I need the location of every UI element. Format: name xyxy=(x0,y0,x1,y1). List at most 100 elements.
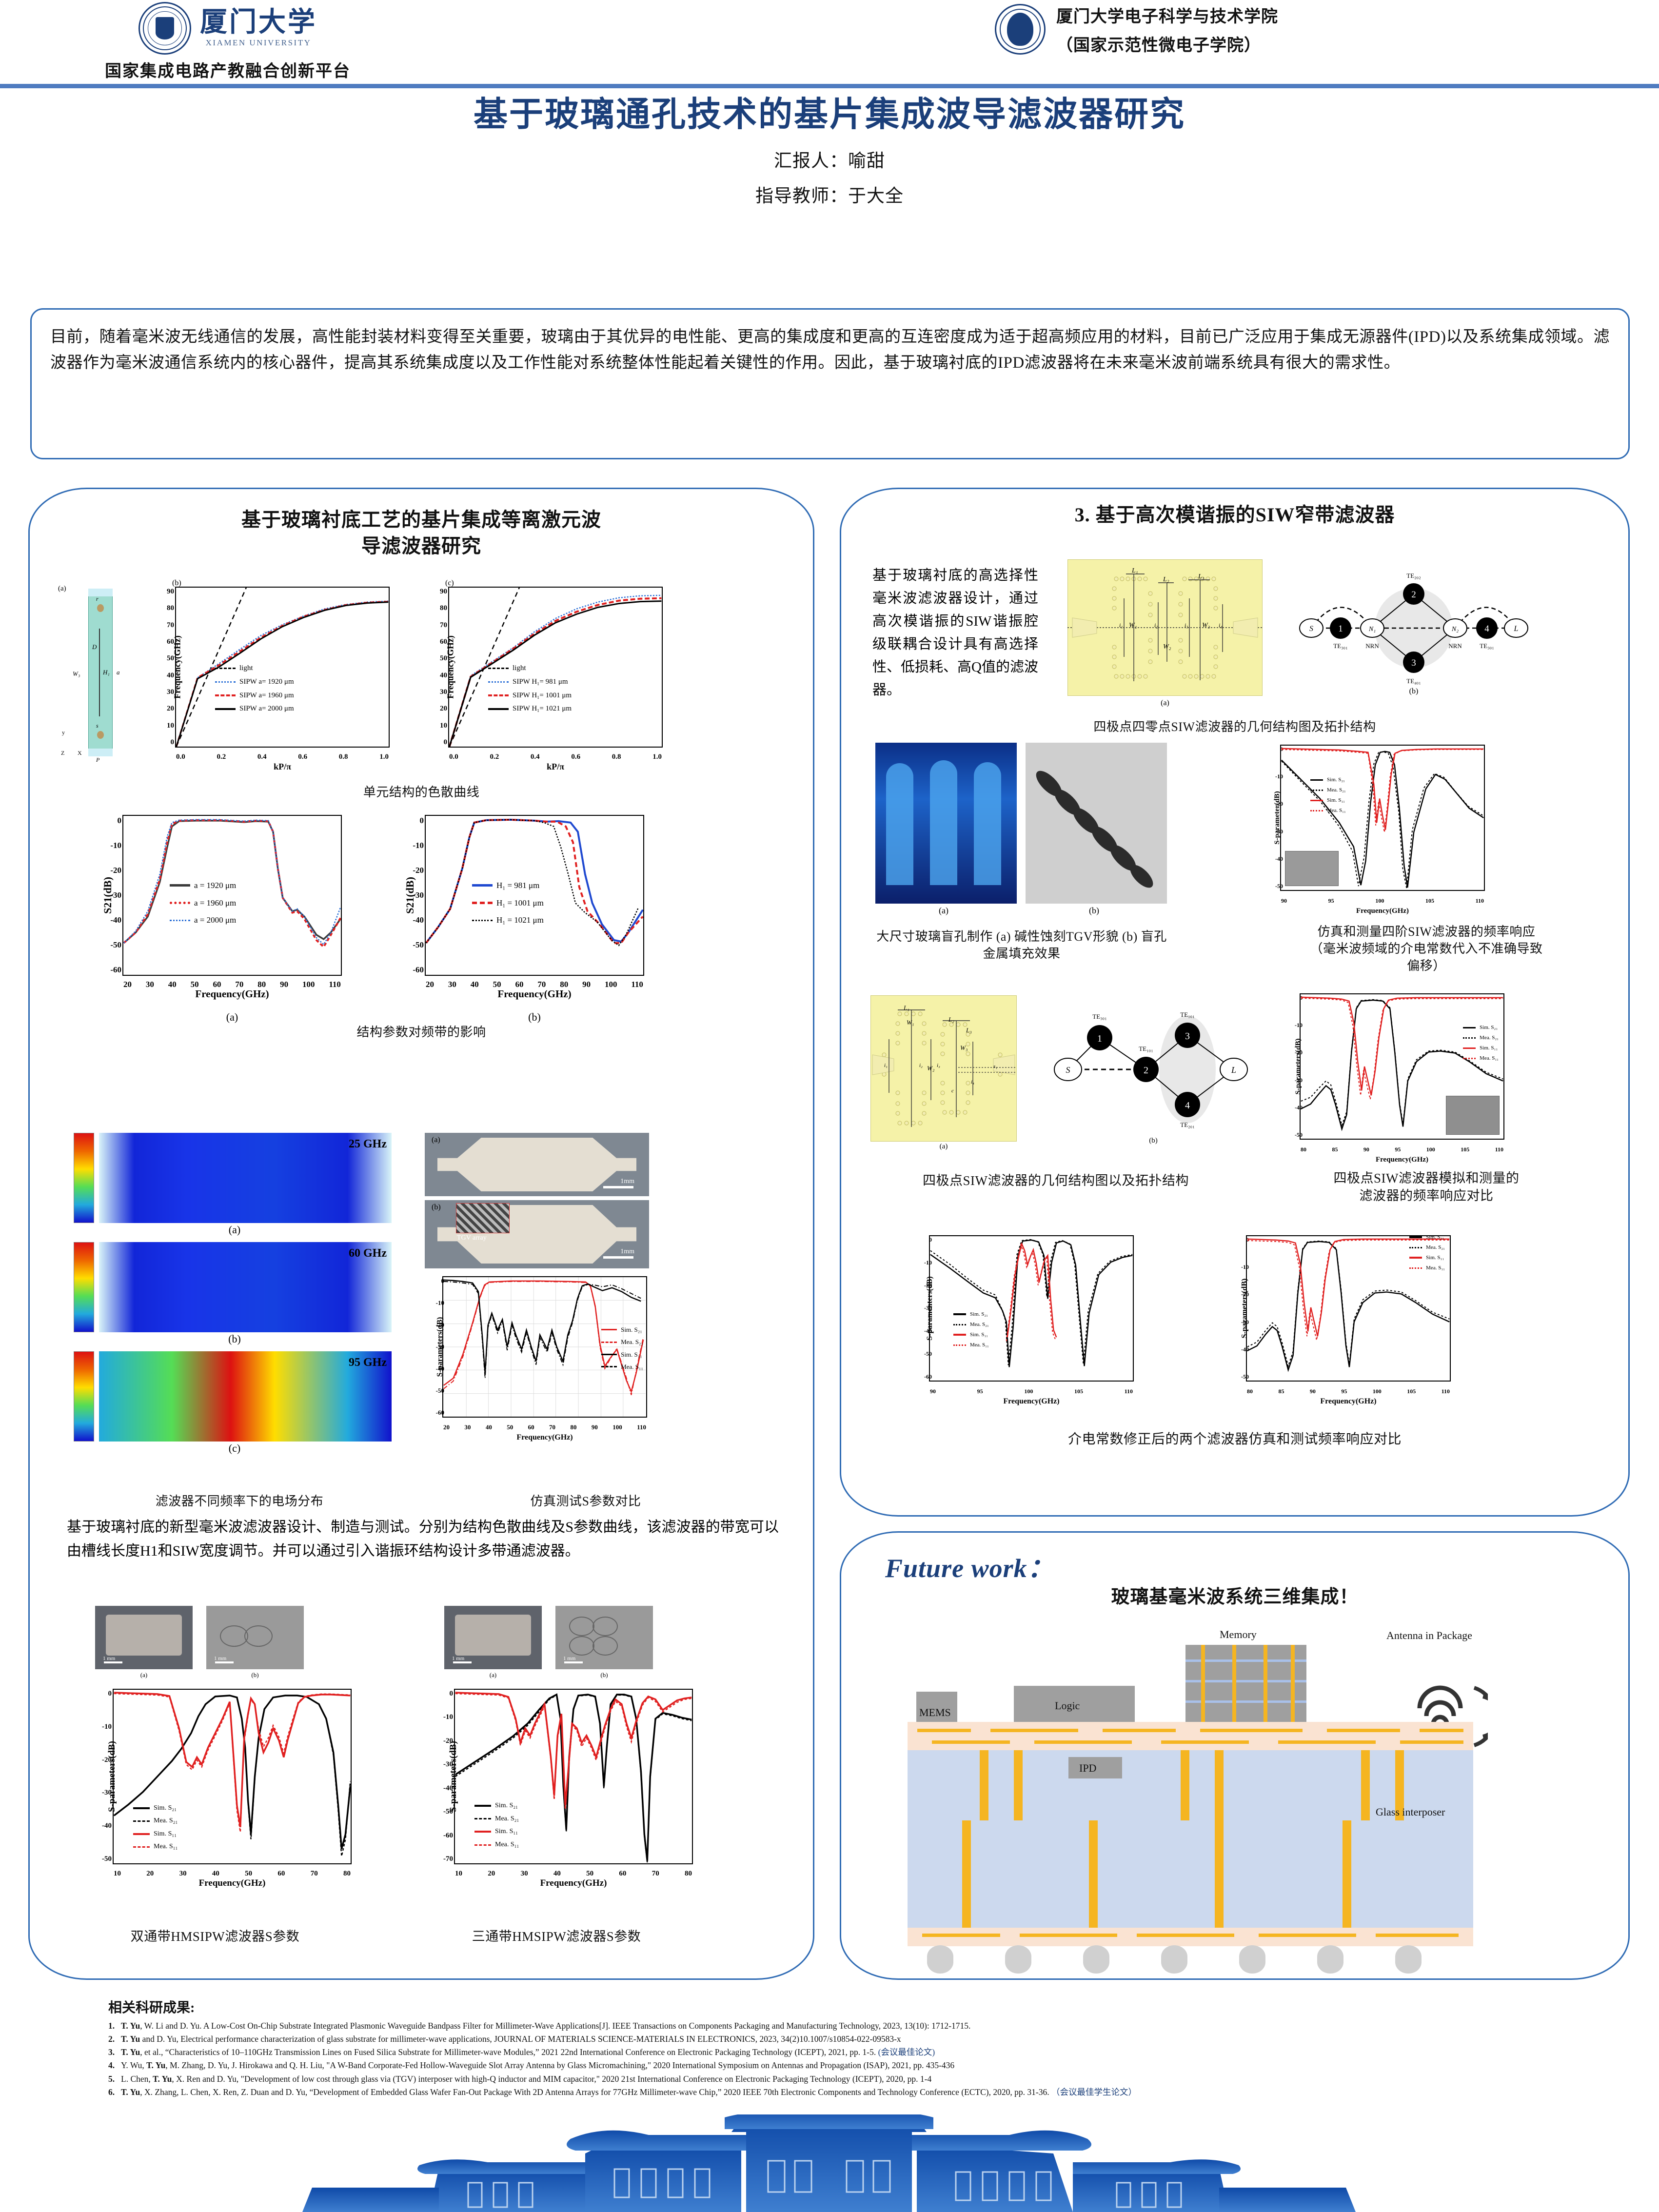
caption-4p4z-topology: 四极点四零点SIW滤波器的几何结构图及拓扑结构 xyxy=(1093,720,1376,734)
geom-label-i2: i₂ xyxy=(1154,622,1158,629)
chart-4pole-legend: Sim. S₂₁ Mea. S₂₁ Sim. S₁₁ Mea. S₁₁ xyxy=(1463,1023,1499,1064)
fp-label-W1: W₁ xyxy=(907,1019,914,1026)
right-panel-body-text: 基于玻璃衬底的高选择性毫米波滤波器设计，通过高次模谐振的SIW谐振腔级联耦合设计… xyxy=(872,564,1038,702)
efield-map-25ghz: 25 GHz (a) xyxy=(74,1133,395,1236)
chart-corr-left-legend: Sim. S₂₁ Mea. S₂₁ Sim. S₁₁ Mea. S₁₁ xyxy=(953,1309,989,1350)
label-memory: Memory xyxy=(1220,1628,1257,1640)
references-list: 1. T. Yu, W. Li and D. Yu. A Low-Cost On-… xyxy=(108,2019,1610,2099)
chart-corr-left-xticks: 90 95 100 105 110 xyxy=(930,1388,1133,1395)
label-P: P xyxy=(96,756,100,763)
chart-dual-canvas xyxy=(114,1692,351,1856)
caption-unit-dispersion: 单元结构的色散曲线 xyxy=(363,785,480,799)
chart-dispersion-a-yticks: 90 80 70 60 50 40 30 20 10 0 xyxy=(167,588,174,746)
chart-4pole-xticks: 80 85 90 95 100 105 110 xyxy=(1301,1146,1503,1153)
label-logic: Logic xyxy=(1055,1699,1080,1712)
chart-corrected-right: S-parameters(dB) Frequency(GHz) 0 -10 -20… xyxy=(1240,1234,1451,1405)
chart-sparam-yticks: 0 -10 -20 -30 -40 -50 -60 xyxy=(435,1277,444,1416)
fp-label-L3: L₃ xyxy=(966,1027,972,1034)
label-antenna-in-package: Antenna in Package xyxy=(1386,1629,1472,1641)
chart-sparam-legend: Sim. S₂₁ Mea. S₂₁ Sim. S₁₁ Mea. S₁₁ xyxy=(601,1323,643,1373)
die-mems xyxy=(916,1692,957,1723)
fp-label-s1: s₁ xyxy=(993,1064,998,1069)
chart-s21-a: S21(dB) Frequency(GHz) 0 -10 -20 -30 -40 -5… xyxy=(101,815,342,1024)
label-a-dim: a xyxy=(117,669,120,676)
caption-sparam-compare: 仿真测试S参数对比 xyxy=(530,1494,641,1508)
unit-cell-figure: (a) W₃ D H₁ a r s P y Z X xyxy=(58,585,141,763)
tgv-array-inset xyxy=(456,1203,510,1233)
axis-x-label: X xyxy=(78,750,82,756)
chart-dual-yticks: 0 -10 -20 -30 -40 -50 xyxy=(102,1690,112,1863)
chart-dual-band: S-parameters(dB) Frequency(GHz) 0 -10 -20… xyxy=(102,1689,352,1888)
photo-sub-a: (a) xyxy=(432,1136,440,1144)
svg-text:TE₂₀₂: TE₂₀₂ xyxy=(1406,572,1421,579)
fp-label-W2: W₂ xyxy=(927,1065,935,1072)
chart-corr-right-xticks: 80 85 90 95 100 105 110 xyxy=(1247,1388,1450,1395)
fp-label-i3: i₃ xyxy=(937,1063,940,1068)
chart-corr-left-canvas xyxy=(930,1239,1133,1367)
unit-cell-sublabel: (a) xyxy=(58,585,66,592)
siw-geometry-4pole-substrate xyxy=(870,995,1017,1142)
geom-label-W3: W₃ xyxy=(1202,622,1210,629)
efield-map-95ghz: 95 GHz (c) xyxy=(74,1351,395,1454)
references-section: 相关科研成果: 1. T. Yu, W. Li and D. Yu. A Low-… xyxy=(108,1997,1610,2099)
page-title: 基于玻璃通孔技术的基片集成波导滤波器研究 xyxy=(474,96,1185,134)
chart-s21-a-sublabel: (a) xyxy=(226,1011,238,1023)
chart-sparam-xticks: 20 30 40 50 60 70 80 90 100 110 xyxy=(443,1423,646,1431)
chart-4order-xlabel: Frequency(GHz) xyxy=(1356,907,1409,915)
via-top xyxy=(97,604,104,612)
efield-freq-25: 25 GHz xyxy=(349,1138,387,1150)
filter-photo-b: (b) TGV array 1mm xyxy=(425,1200,649,1268)
future-work-heading: Future work： xyxy=(885,1554,1054,1583)
future-work-subtitle: 玻璃基毫米波系统三维集成！ xyxy=(1111,1587,1359,1607)
school-seal-icon xyxy=(995,4,1046,55)
caption-4order-line1: 仿真和测量四阶SIW滤波器的频率响应 xyxy=(1317,925,1536,939)
references-heading: 相关科研成果: xyxy=(108,2000,195,2015)
svg-text:NRN: NRN xyxy=(1448,642,1462,650)
chart-tri-canvas xyxy=(455,1692,692,1863)
siw-geometry-4p4z-art xyxy=(1067,573,1263,681)
antenna-signal-icon xyxy=(1417,1685,1488,1747)
siw-geometry-4pole: L₁ L₂ L₃ W₁ W₂ W₃ i₁ i₂ i₃ i₄ s₁ c (a) xyxy=(870,995,1017,1150)
efield-column: 25 GHz (a) 60 GHz (b) 95 GHz (c) xyxy=(74,1133,395,1454)
svg-text:2: 2 xyxy=(1411,590,1416,600)
svg-text:3: 3 xyxy=(1185,1031,1190,1042)
chart-corrected-left: S-paramenters(dB) Frequency(GHz) 0 -10 -2… xyxy=(924,1235,1134,1405)
siw-intro-row: 基于玻璃衬底的高选择性毫米波滤波器设计，通过高次模谐振的SIW谐振腔级联耦合设计… xyxy=(863,557,1609,713)
efield-freq-60: 60 GHz xyxy=(349,1247,387,1260)
filter-body-a xyxy=(437,1138,636,1191)
efield-plot-95 xyxy=(99,1351,392,1442)
reference-item: 4. Y. Wu, T. Yu, M. Zhang, D. Yu, J. Hiro… xyxy=(108,2060,955,2071)
top-metal-layer xyxy=(88,589,113,596)
svg-text:TE₃₀₁: TE₃₀₁ xyxy=(1480,642,1494,650)
xiamen-campus-building-icon xyxy=(302,2114,1356,2212)
svg-text:1: 1 xyxy=(1338,624,1343,634)
chart-s21-h1-legend: H₁ = 981 μm H₁ = 1001 μm H₁ = 1021 μm xyxy=(472,877,544,929)
glass-substrate-layer xyxy=(908,1820,1473,1928)
university-name-cn: 厦门大学 xyxy=(200,7,317,38)
substrate-body xyxy=(88,589,113,756)
caption-efield: 滤波器不同频率下的电场分布 xyxy=(155,1494,324,1508)
caption-tri-band: 三通带HMSIPW滤波器S参数 xyxy=(472,1929,641,1944)
geom-label-L1: L₁ xyxy=(1132,567,1138,574)
fp-label-L2: L₂ xyxy=(948,1016,954,1023)
svg-text:1: 1 xyxy=(1097,1033,1102,1044)
chart-s21-a-canvas xyxy=(123,819,341,948)
chip-scale-3: 1 mm xyxy=(452,1656,465,1661)
svg-text:TE₁₀₁: TE₁₀₁ xyxy=(1180,1011,1194,1018)
geom-label-i1: i₁ xyxy=(1119,622,1123,629)
efield-colorbar-60 xyxy=(74,1242,94,1332)
bottom-metal-layer xyxy=(88,749,113,756)
svg-text:N₁: N₁ xyxy=(1368,626,1376,633)
caption-4pole-response: 四极点SIW滤波器模拟和测量的 滤波器的频率响应对比 xyxy=(1270,1169,1582,1205)
tgv-sem-photo-b xyxy=(1026,743,1167,904)
chart-s21-h1-sublabel: (b) xyxy=(528,1011,541,1023)
chip-sub-b2: (b) xyxy=(600,1671,608,1679)
chip-sub-a2: (a) xyxy=(489,1671,497,1679)
chart-4order-canvas xyxy=(1281,748,1484,889)
caption-corrected: 介电常数修正后的两个滤波器仿真和测试频率响应对比 xyxy=(1067,1432,1402,1447)
chart-s21-h1: S21(dB) Frequency(GHz) 0 -10 -20 -30 -40 -5… xyxy=(404,815,644,1024)
right-panel-body-paragraph: 基于玻璃衬底的高选择性毫米波滤波器设计，通过高次模谐振的SIW谐振腔级联耦合设计… xyxy=(872,568,1038,698)
siw-topology-4p4z-art: 2 3 1 4 N₁ N₂ S L TE₂₀₂ TE₄₀₁ TE₃₀₁ TE₃₀… xyxy=(1299,572,1528,685)
svg-text:3: 3 xyxy=(1411,658,1416,668)
efield-plot-60 xyxy=(99,1242,392,1332)
